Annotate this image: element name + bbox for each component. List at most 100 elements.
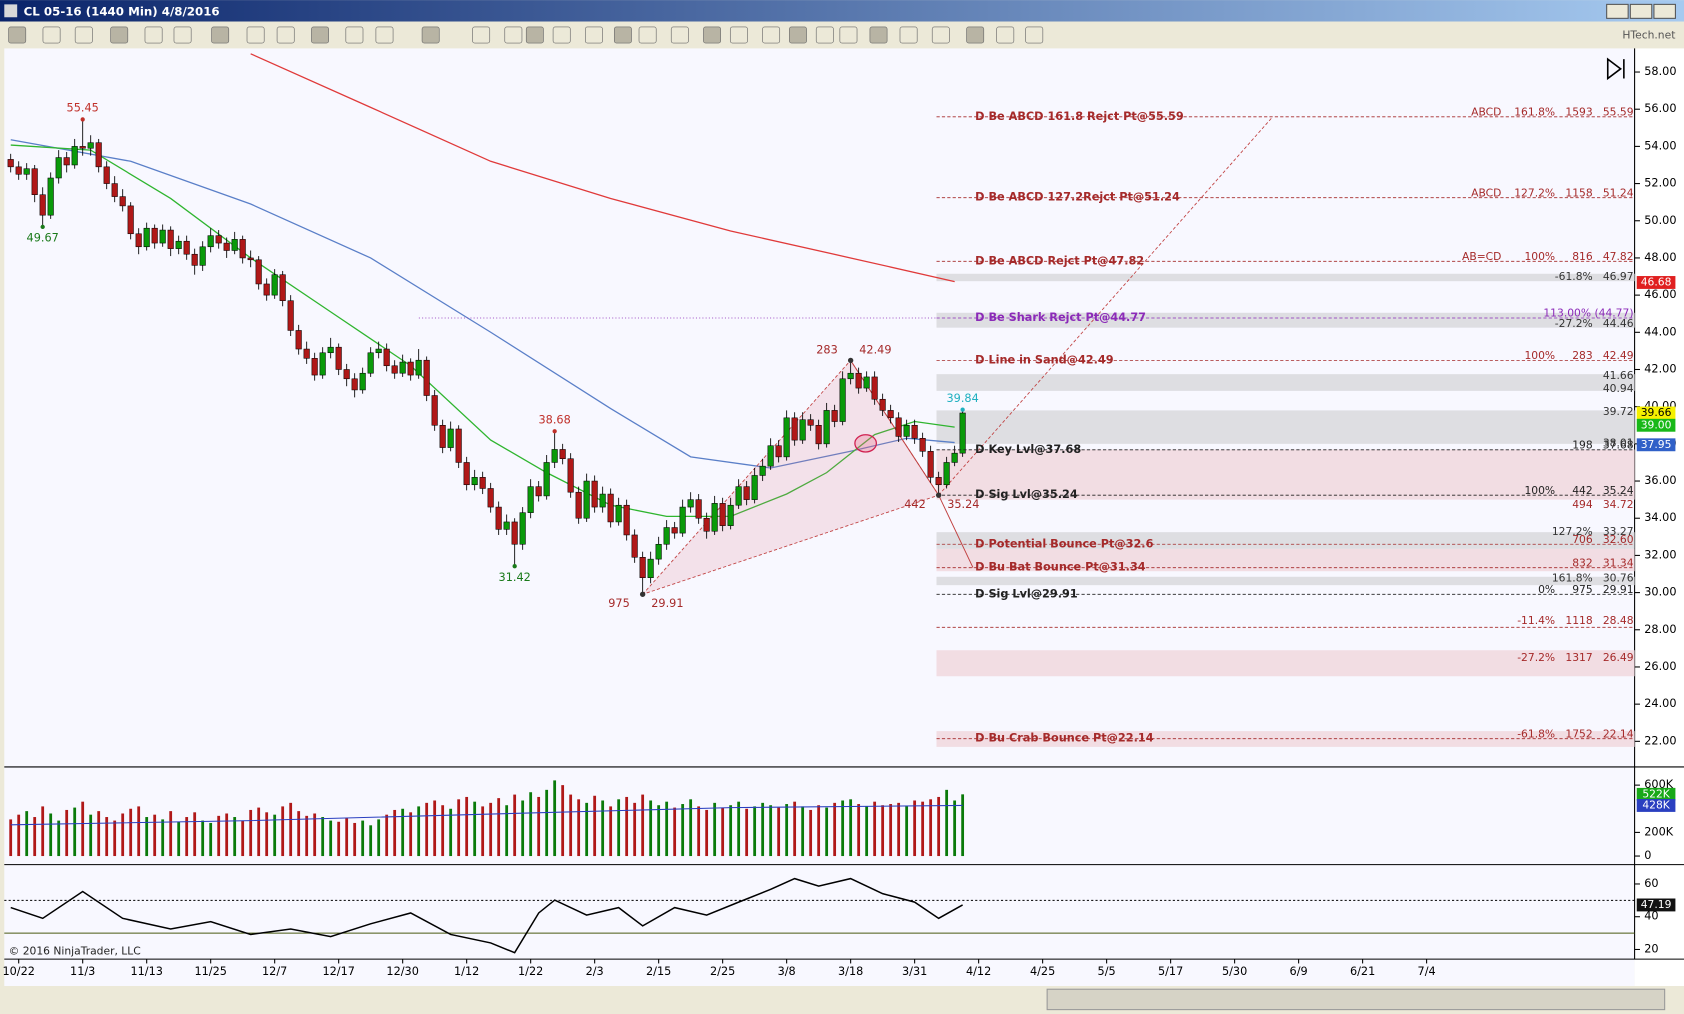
watermark: HTech.net [1622, 29, 1675, 42]
toolbar-button[interactable] [729, 26, 748, 44]
toolbar-button[interactable] [311, 26, 329, 44]
level-note: 42.49 [1603, 349, 1634, 362]
toolbar-button[interactable] [670, 26, 689, 44]
volume-bar [929, 799, 933, 857]
candle-body [847, 372, 854, 380]
candle-body [407, 361, 414, 376]
swing-point [512, 564, 517, 569]
candle-body [23, 168, 30, 175]
toolbar-button[interactable] [375, 26, 394, 44]
price-zone [936, 576, 1635, 586]
volume-bar [953, 800, 957, 857]
candle-body [415, 359, 422, 376]
volume-bar [873, 801, 877, 857]
level-note: 1752 [1565, 727, 1592, 740]
candle-body [695, 499, 702, 519]
key-marker [854, 434, 878, 453]
toolbar-button[interactable] [173, 26, 192, 44]
candle-body [831, 410, 838, 422]
toolbar-button[interactable] [638, 26, 657, 44]
volume-bar [713, 802, 717, 857]
candle-body [399, 361, 406, 374]
scrollbar-thumb[interactable] [1046, 988, 1666, 1011]
candle-body [895, 417, 902, 437]
toolbar-button[interactable] [472, 26, 491, 44]
volume-bar [217, 815, 221, 857]
volume-bar [729, 805, 733, 857]
toolbar [0, 21, 1684, 49]
toolbar-button[interactable] [144, 26, 163, 44]
toolbar-button[interactable] [789, 26, 807, 44]
toolbar-button[interactable] [421, 26, 440, 44]
x-tick-label: 10/22 [2, 965, 34, 978]
toolbar-button[interactable] [762, 26, 781, 44]
toolbar-button[interactable] [552, 26, 571, 44]
toolbar-button[interactable] [1025, 26, 1044, 44]
volume-tag [1636, 787, 1676, 801]
level-note: 494 [1572, 498, 1593, 511]
toolbar-button[interactable] [525, 26, 544, 44]
candle-body [175, 240, 182, 249]
toolbar-button[interactable] [211, 26, 230, 44]
candle-body [743, 486, 750, 500]
toolbar-button[interactable] [703, 26, 721, 44]
candle-body [231, 239, 238, 251]
restore-button[interactable] [1606, 3, 1629, 19]
price-tag [1636, 418, 1676, 432]
x-tick-label: 11/13 [130, 965, 162, 978]
volume-bar [49, 813, 53, 857]
price-zone [936, 312, 1635, 328]
volume-bar [105, 817, 109, 857]
candle-body [519, 512, 526, 545]
toolbar-button[interactable] [996, 26, 1015, 44]
swing-point [40, 224, 45, 230]
candle-body [503, 521, 510, 530]
toolbar-button[interactable] [839, 26, 858, 44]
toolbar-button[interactable] [899, 26, 918, 44]
toolbar-button[interactable] [931, 26, 950, 44]
level-note: 30.76 [1603, 571, 1634, 584]
toolbar-button[interactable] [613, 26, 632, 44]
level-note: -11.4% [1517, 614, 1555, 627]
toolbar-button[interactable] [8, 26, 27, 44]
toolbar-button[interactable] [246, 26, 265, 44]
volume-bar [417, 806, 421, 857]
volume-bar [753, 806, 757, 857]
projection-line [938, 116, 1273, 496]
candle-body [215, 235, 222, 244]
pivot-point [935, 492, 942, 498]
level-note: 161.8% [1552, 571, 1593, 584]
candle-body [367, 352, 374, 374]
candle-body [639, 557, 646, 578]
toolbar-button[interactable] [815, 26, 834, 44]
x-tick-label: 2/3 [586, 965, 604, 978]
toolbar-button[interactable] [276, 26, 295, 44]
volume-bar [393, 809, 397, 857]
toolbar-button[interactable] [110, 26, 129, 44]
volume-bar [913, 800, 917, 857]
play-icon[interactable] [1606, 57, 1622, 81]
candle-body [255, 259, 262, 285]
candle-body [127, 205, 134, 235]
jump-to-end[interactable] [1606, 57, 1625, 81]
level-note: 55.59 [1603, 106, 1634, 119]
toolbar-button[interactable] [42, 26, 61, 44]
toolbar-button[interactable] [966, 26, 985, 44]
toolbar-button[interactable] [584, 26, 603, 44]
toolbar-button[interactable] [74, 26, 93, 44]
close-button[interactable] [1653, 3, 1676, 19]
toolbar-button[interactable] [504, 26, 523, 44]
toolbar-button[interactable] [869, 26, 888, 44]
candle-body [935, 477, 942, 486]
maximize-button[interactable] [1629, 3, 1653, 19]
scrollbar [0, 987, 1684, 1014]
candle-body [335, 346, 342, 370]
toolbar-button[interactable] [345, 26, 364, 44]
candle-body [135, 233, 142, 248]
candle-body [327, 346, 334, 354]
volume-bar [521, 800, 525, 857]
rsi-tag-label: 47.19 [1641, 898, 1672, 911]
volume-bar [81, 801, 85, 857]
x-tick-label: 12/7 [262, 965, 287, 978]
